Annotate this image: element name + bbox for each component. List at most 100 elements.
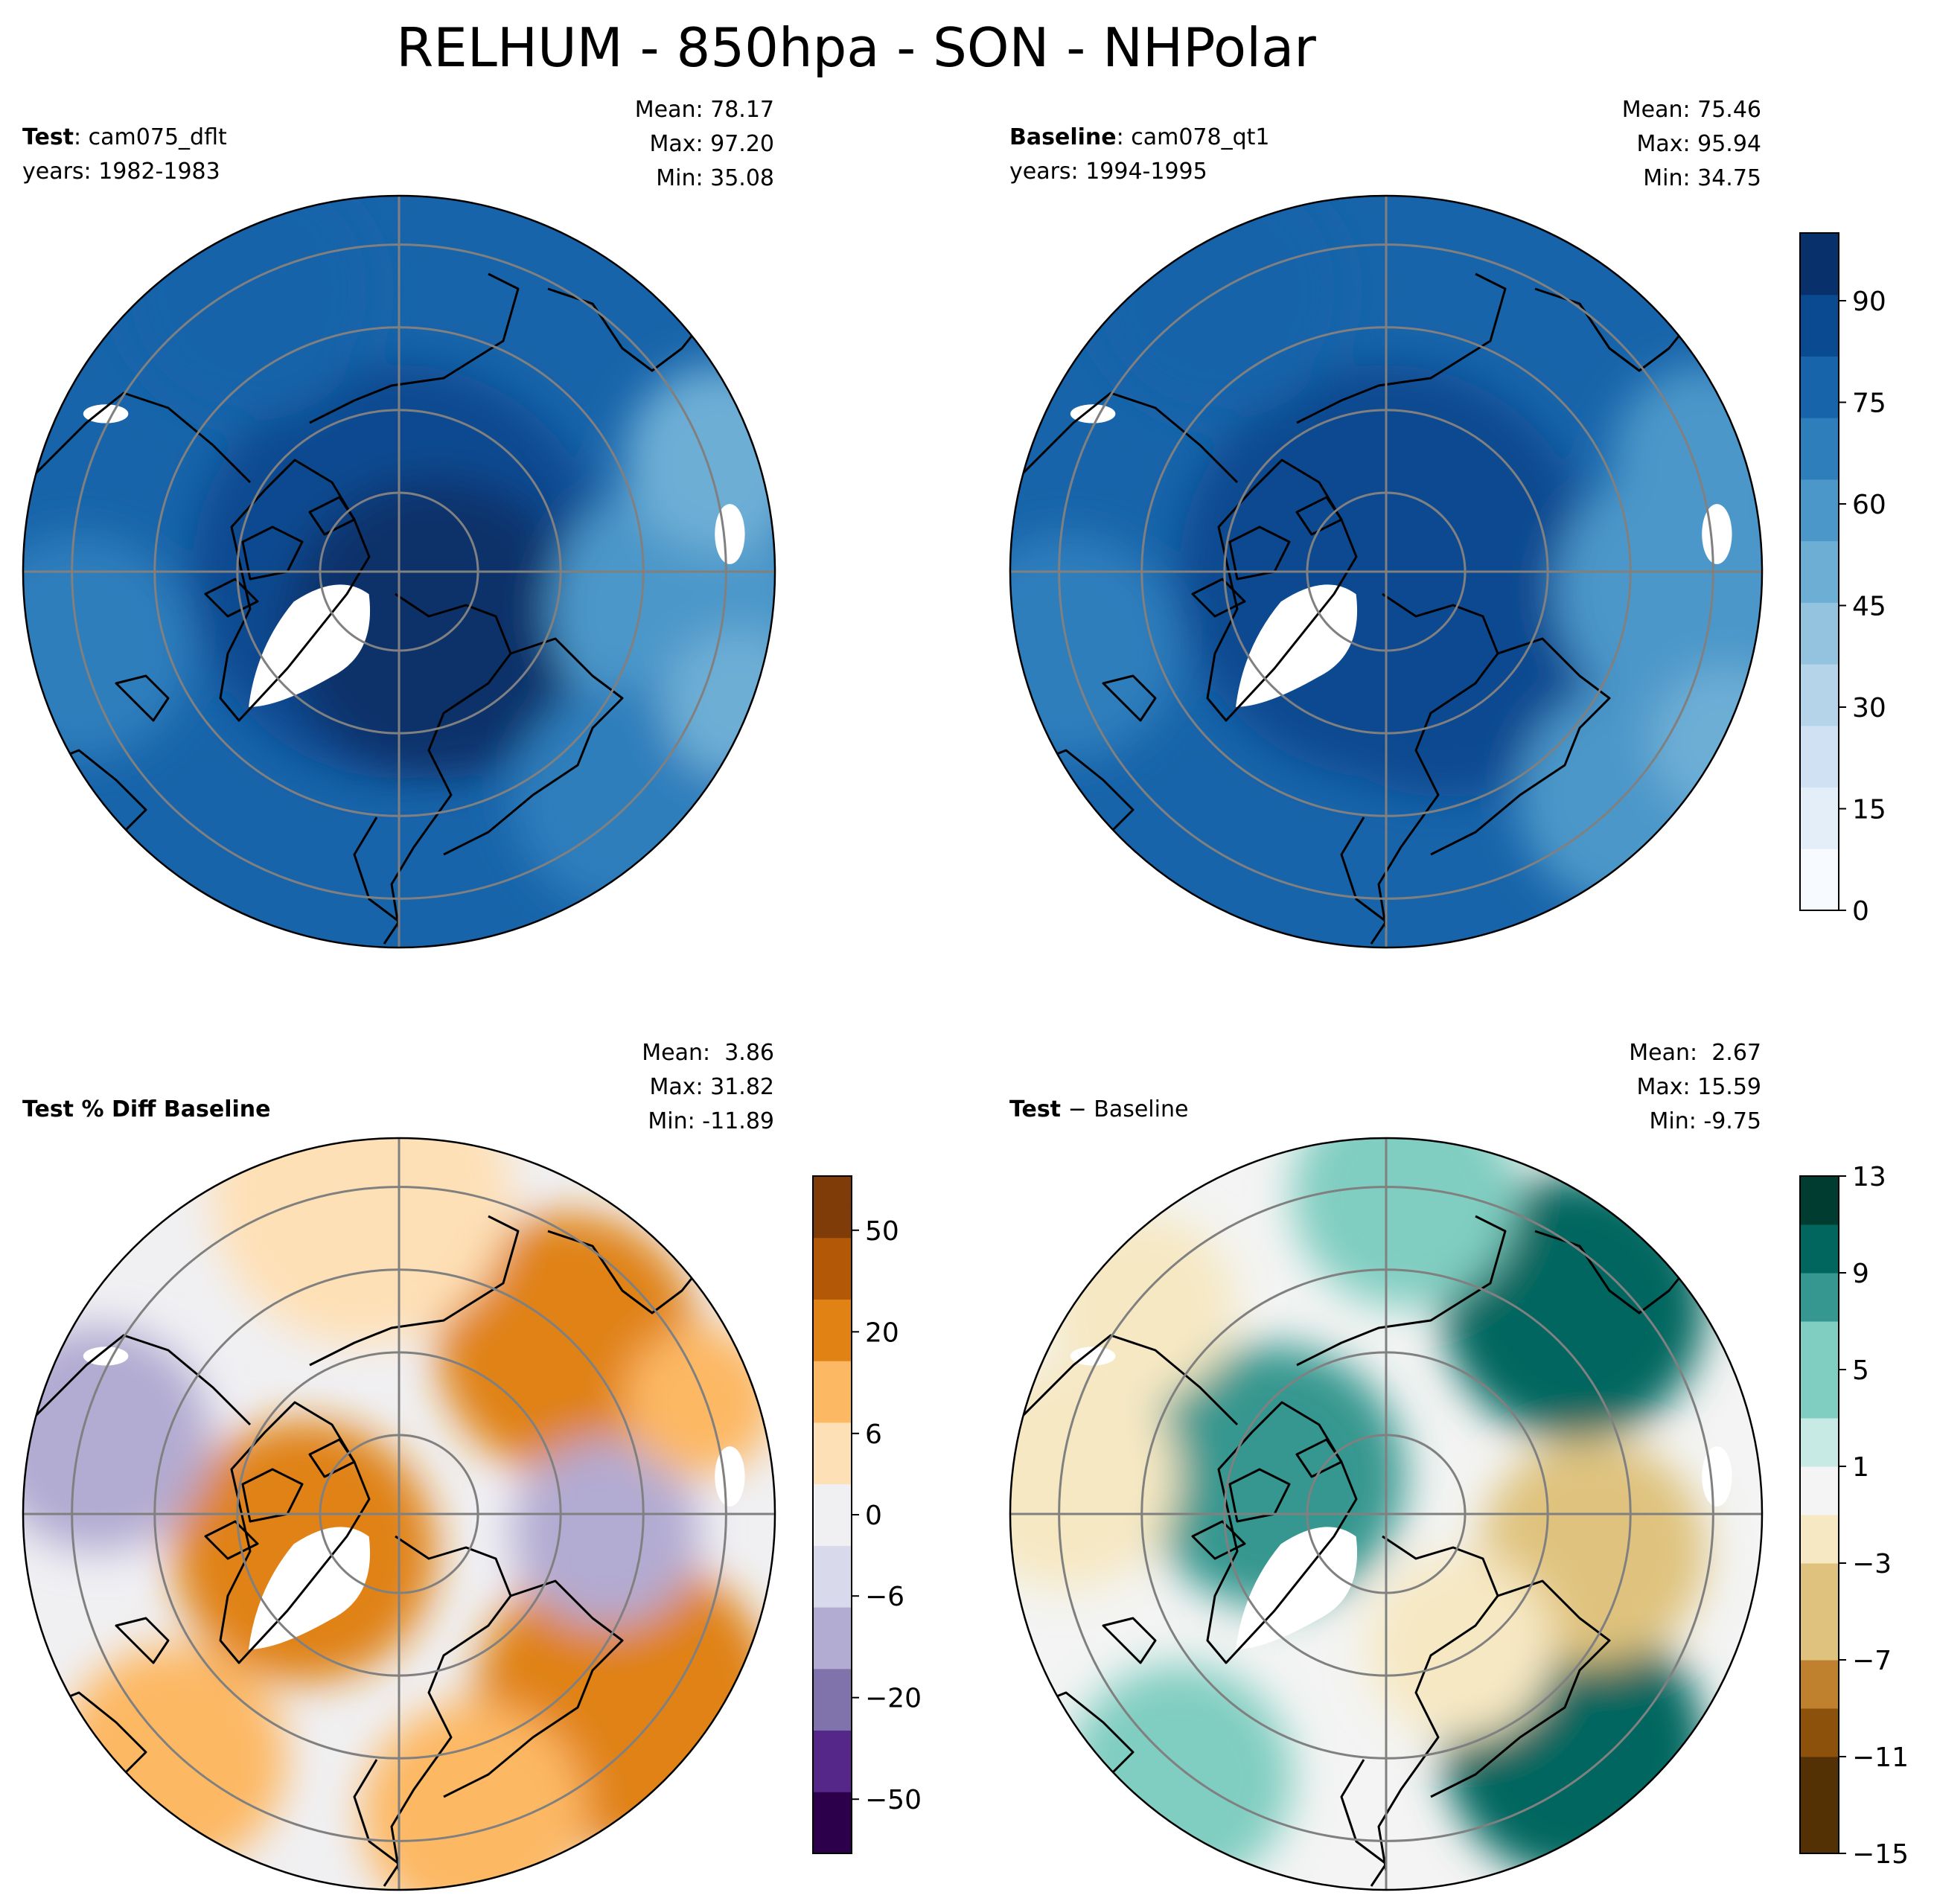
- coastline: [219, 1401, 371, 1664]
- coastline: [1012, 1334, 1239, 1426]
- colorbar-band: [1800, 633, 1839, 665]
- colorbar-tick-label: 15: [1852, 795, 1886, 825]
- colorbar-band: [1800, 1660, 1839, 1709]
- polar-map-diff: [1009, 1137, 1764, 1891]
- colorbar-tick-label: 1: [1852, 1452, 1869, 1483]
- colorbar-band: [1800, 418, 1839, 450]
- field-blob: [1367, 1551, 1556, 1740]
- field-blob: [60, 1645, 287, 1871]
- coastline: [204, 578, 259, 618]
- stat-mean: Mean: 3.86: [642, 1040, 774, 1066]
- colorbar-band: [813, 1299, 852, 1331]
- coastline: [1102, 674, 1157, 722]
- colorbar-band: [813, 1760, 852, 1792]
- colorbar-band: [1800, 1563, 1839, 1612]
- field-blob: [662, 627, 775, 779]
- colorbar-tick-label: −15: [1852, 1839, 1909, 1870]
- stat-mean: Mean: 75.46: [1621, 97, 1761, 123]
- colorbar-band: [1800, 694, 1839, 726]
- coastline: [390, 592, 512, 930]
- coastline: [1340, 817, 1388, 945]
- colorbar-band: [1800, 356, 1839, 388]
- colorbar-tick-label: 9: [1852, 1259, 1869, 1289]
- colorbar-tick-label: 90: [1852, 287, 1886, 317]
- colorbar-band: [1800, 263, 1839, 295]
- colorbar-band: [813, 1176, 852, 1207]
- colorbar-band: [1800, 1370, 1839, 1419]
- colorbar-band: [813, 1483, 852, 1515]
- coastline: [241, 525, 304, 581]
- coastline: [547, 1230, 713, 1314]
- colorbar-band: [813, 1515, 852, 1546]
- stat-min: Min: -11.89: [648, 1108, 774, 1134]
- colorbar-tick-label: 6: [865, 1419, 882, 1450]
- colorbar-band: [813, 1576, 852, 1608]
- graticule: [1010, 196, 1762, 948]
- panel-stats-pctdiff: Mean: 3.86 Max: 31.82 Min: -11.89: [536, 1036, 774, 1139]
- panel-label-rest: − Baseline: [1061, 1096, 1189, 1122]
- stat-max: Max: 95.94: [1636, 131, 1761, 157]
- stat-max: Max: 31.82: [649, 1074, 774, 1100]
- polar-map-baseline: [1009, 194, 1764, 949]
- field-blob: [1649, 665, 1762, 817]
- colorbar-frame: [1799, 1175, 1839, 1854]
- coastline: [1296, 272, 1507, 424]
- colorbar-band: [813, 1453, 852, 1485]
- colorbar-tick-label: 20: [865, 1317, 899, 1348]
- panel-header-pctdiff: Test % Diff Baseline: [22, 1093, 271, 1127]
- coastline: [1340, 1759, 1388, 1887]
- colorbar-tick-label: −7: [1852, 1646, 1892, 1676]
- missing-data-region: [715, 1446, 745, 1507]
- coastline: [1296, 1215, 1507, 1367]
- panel-label-bold: Test: [1009, 1096, 1062, 1122]
- colorbar-band: [1800, 233, 1839, 264]
- colorbar-band: [1800, 325, 1839, 357]
- colorbar-band: [1800, 1273, 1839, 1322]
- colorbar-tick-label: −6: [865, 1582, 904, 1612]
- coastline: [1534, 1230, 1700, 1314]
- field-blob: [625, 1326, 775, 1477]
- coastline: [241, 1468, 304, 1523]
- map-field: [1010, 1138, 1762, 1890]
- colorbar-band: [1800, 849, 1839, 881]
- map-field: [23, 196, 775, 948]
- stat-max: Max: 97.20: [649, 131, 774, 157]
- field-blobs: [23, 1138, 775, 1890]
- coastline: [115, 674, 170, 722]
- coastline: [1377, 592, 1499, 930]
- colorbar-tick-label: 60: [1852, 490, 1886, 520]
- coastlines: [25, 1215, 713, 1887]
- map-outline: [22, 1137, 776, 1891]
- panel-label-rest: : cam078_qt1: [1116, 124, 1270, 150]
- map-field: [1010, 196, 1762, 948]
- field-blob: [1066, 1664, 1292, 1890]
- coastline: [443, 637, 624, 856]
- map-field: [23, 1138, 775, 1890]
- colorbar-band: [1800, 787, 1839, 819]
- colorbar-band: [813, 1792, 852, 1824]
- colorbar-tick-label: 5: [1852, 1355, 1869, 1386]
- colorbar-frame: [1799, 232, 1839, 911]
- colorbar-band: [813, 1237, 852, 1269]
- coastline: [25, 392, 252, 484]
- missing-data-region: [1070, 1346, 1116, 1366]
- panel-label-bold: Baseline: [1009, 124, 1117, 150]
- colorbar-band: [1800, 756, 1839, 788]
- map-outline: [1009, 194, 1764, 949]
- colorbar-band: [1800, 572, 1839, 603]
- figure-title: RELHUM - 850hpa - SON - NHPolar: [396, 16, 1316, 79]
- graticule: [1010, 1138, 1762, 1890]
- colorbar-band: [1800, 1176, 1839, 1225]
- colorbar-tick-label: −50: [865, 1785, 922, 1815]
- coastline: [1534, 287, 1700, 372]
- stat-max: Max: 15.59: [1636, 1074, 1761, 1100]
- coastline: [1012, 392, 1239, 484]
- colorbar-tick-label: 13: [1852, 1162, 1886, 1192]
- polar-map-test: [22, 194, 776, 949]
- colorbar-band: [813, 1730, 852, 1762]
- field-blob: [1442, 1175, 1706, 1439]
- colorbar-band: [1800, 1418, 1839, 1467]
- coastline: [353, 817, 401, 945]
- missing-data-region: [715, 504, 745, 564]
- graticule: [23, 1138, 775, 1890]
